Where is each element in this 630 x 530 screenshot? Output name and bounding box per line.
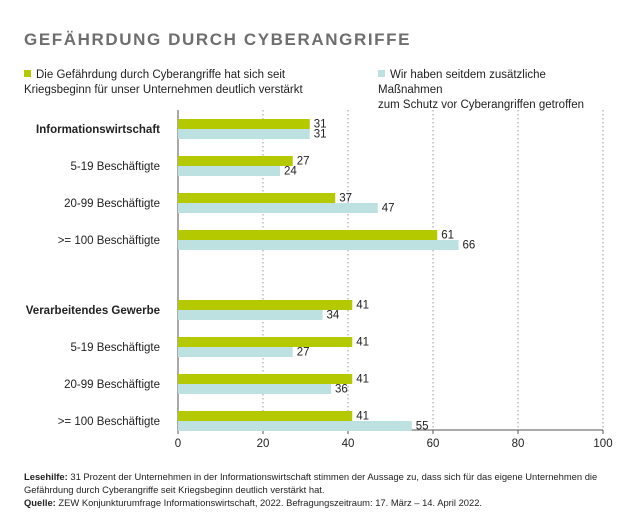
category-label-6: 20-99 Beschäftigte [64, 379, 160, 391]
data-label-series-1-1: 27 [297, 156, 310, 168]
bar-series-1-6 [178, 374, 353, 384]
x-tick-label-40: 40 [342, 438, 355, 450]
legend-label-series-2-line-1: Wir haben seitdem zusätzliche Maßnahmen [378, 69, 546, 96]
bar-series-1-2 [178, 193, 336, 203]
data-label-series-2-4: 34 [327, 310, 340, 322]
category-label-3: >= 100 Beschäftigte [58, 235, 160, 247]
source-note: Quelle: ZEW Konjunkturumfrage Informatio… [24, 496, 614, 509]
source-label: Quelle: [24, 497, 56, 508]
category-label-0: Informationswirtschaft [36, 124, 160, 136]
category-label-2: 20-99 Beschäftigte [64, 198, 160, 210]
data-label-series-1-4: 41 [356, 300, 369, 312]
bar-series-2-0 [178, 129, 310, 139]
reading-help-text: 31 Prozent der Unternehmen in der Inform… [24, 471, 598, 495]
legend-swatch-series-2 [378, 70, 385, 77]
data-label-series-2-2: 47 [382, 203, 395, 215]
legend-item-series-2: Wir haben seitdem zusätzliche Maßnahmen … [378, 68, 608, 113]
data-label-series-2-5: 27 [297, 347, 310, 359]
legend-label-series-1-line-2: Kriegsbeginn für unser Unternehmen deutl… [24, 84, 303, 96]
legend-label-series-1-line-1: Die Gefährdung durch Cyberangriffe hat s… [36, 69, 286, 81]
data-label-series-2-0: 31 [314, 129, 327, 141]
data-label-series-1-6: 41 [356, 374, 369, 386]
category-label-7: >= 100 Beschäftigte [58, 416, 160, 428]
bar-series-2-4 [178, 310, 323, 320]
bar-series-1-7 [178, 411, 353, 421]
data-label-series-2-6: 36 [335, 384, 348, 396]
bar-series-2-2 [178, 203, 378, 213]
category-label-5: 5-19 Beschäftigte [70, 342, 160, 354]
x-tick-label-100: 100 [593, 438, 612, 450]
x-tick-label-20: 20 [257, 438, 270, 450]
x-tick-label-0: 0 [175, 438, 181, 450]
data-label-series-1-5: 41 [356, 337, 369, 349]
category-label-4: Verarbeitendes Gewerbe [26, 305, 160, 317]
bar-series-1-0 [178, 119, 310, 129]
legend-item-series-1: Die Gefährdung durch Cyberangriffe hat s… [24, 68, 324, 98]
data-label-series-1-7: 41 [356, 411, 369, 423]
bar-series-2-3 [178, 240, 459, 250]
bar-series-1-4 [178, 300, 353, 310]
bar-series-1-1 [178, 156, 293, 166]
reading-help-label: Lesehilfe: [24, 471, 68, 482]
chart-notes: Lesehilfe: 31 Prozent der Unternehmen in… [24, 470, 614, 509]
legend-label-series-2-line-2: zum Schutz vor Cyberangriffen getroffen [378, 99, 585, 111]
chart-title: GEFÄHRDUNG DURCH CYBERANGRIFFE [24, 30, 412, 49]
x-tick-label-60: 60 [427, 438, 440, 450]
bar-series-2-6 [178, 384, 331, 394]
bar-series-2-5 [178, 347, 293, 357]
data-label-series-1-0: 31 [314, 119, 327, 131]
legend-swatch-series-1 [24, 70, 31, 77]
bar-series-1-3 [178, 230, 438, 240]
data-label-series-2-1: 24 [284, 166, 297, 178]
data-label-series-1-3: 61 [441, 230, 454, 242]
x-tick-label-80: 80 [512, 438, 525, 450]
bar-chart: 0 20 40 60 80 100 Informationswirtschaft 5-19 B… [26, 110, 613, 450]
data-label-series-2-7: 55 [416, 421, 429, 433]
bar-series-2-7 [178, 421, 412, 431]
bar-series-1-5 [178, 337, 353, 347]
bar-series-2-1 [178, 166, 280, 176]
data-label-series-1-2: 37 [339, 193, 352, 205]
data-label-series-2-3: 66 [463, 240, 476, 252]
category-label-1: 5-19 Beschäftigte [70, 161, 160, 173]
source-text: ZEW Konjunkturumfrage Informationswirtsc… [58, 497, 483, 508]
reading-help: Lesehilfe: 31 Prozent der Unternehmen in… [24, 470, 614, 496]
